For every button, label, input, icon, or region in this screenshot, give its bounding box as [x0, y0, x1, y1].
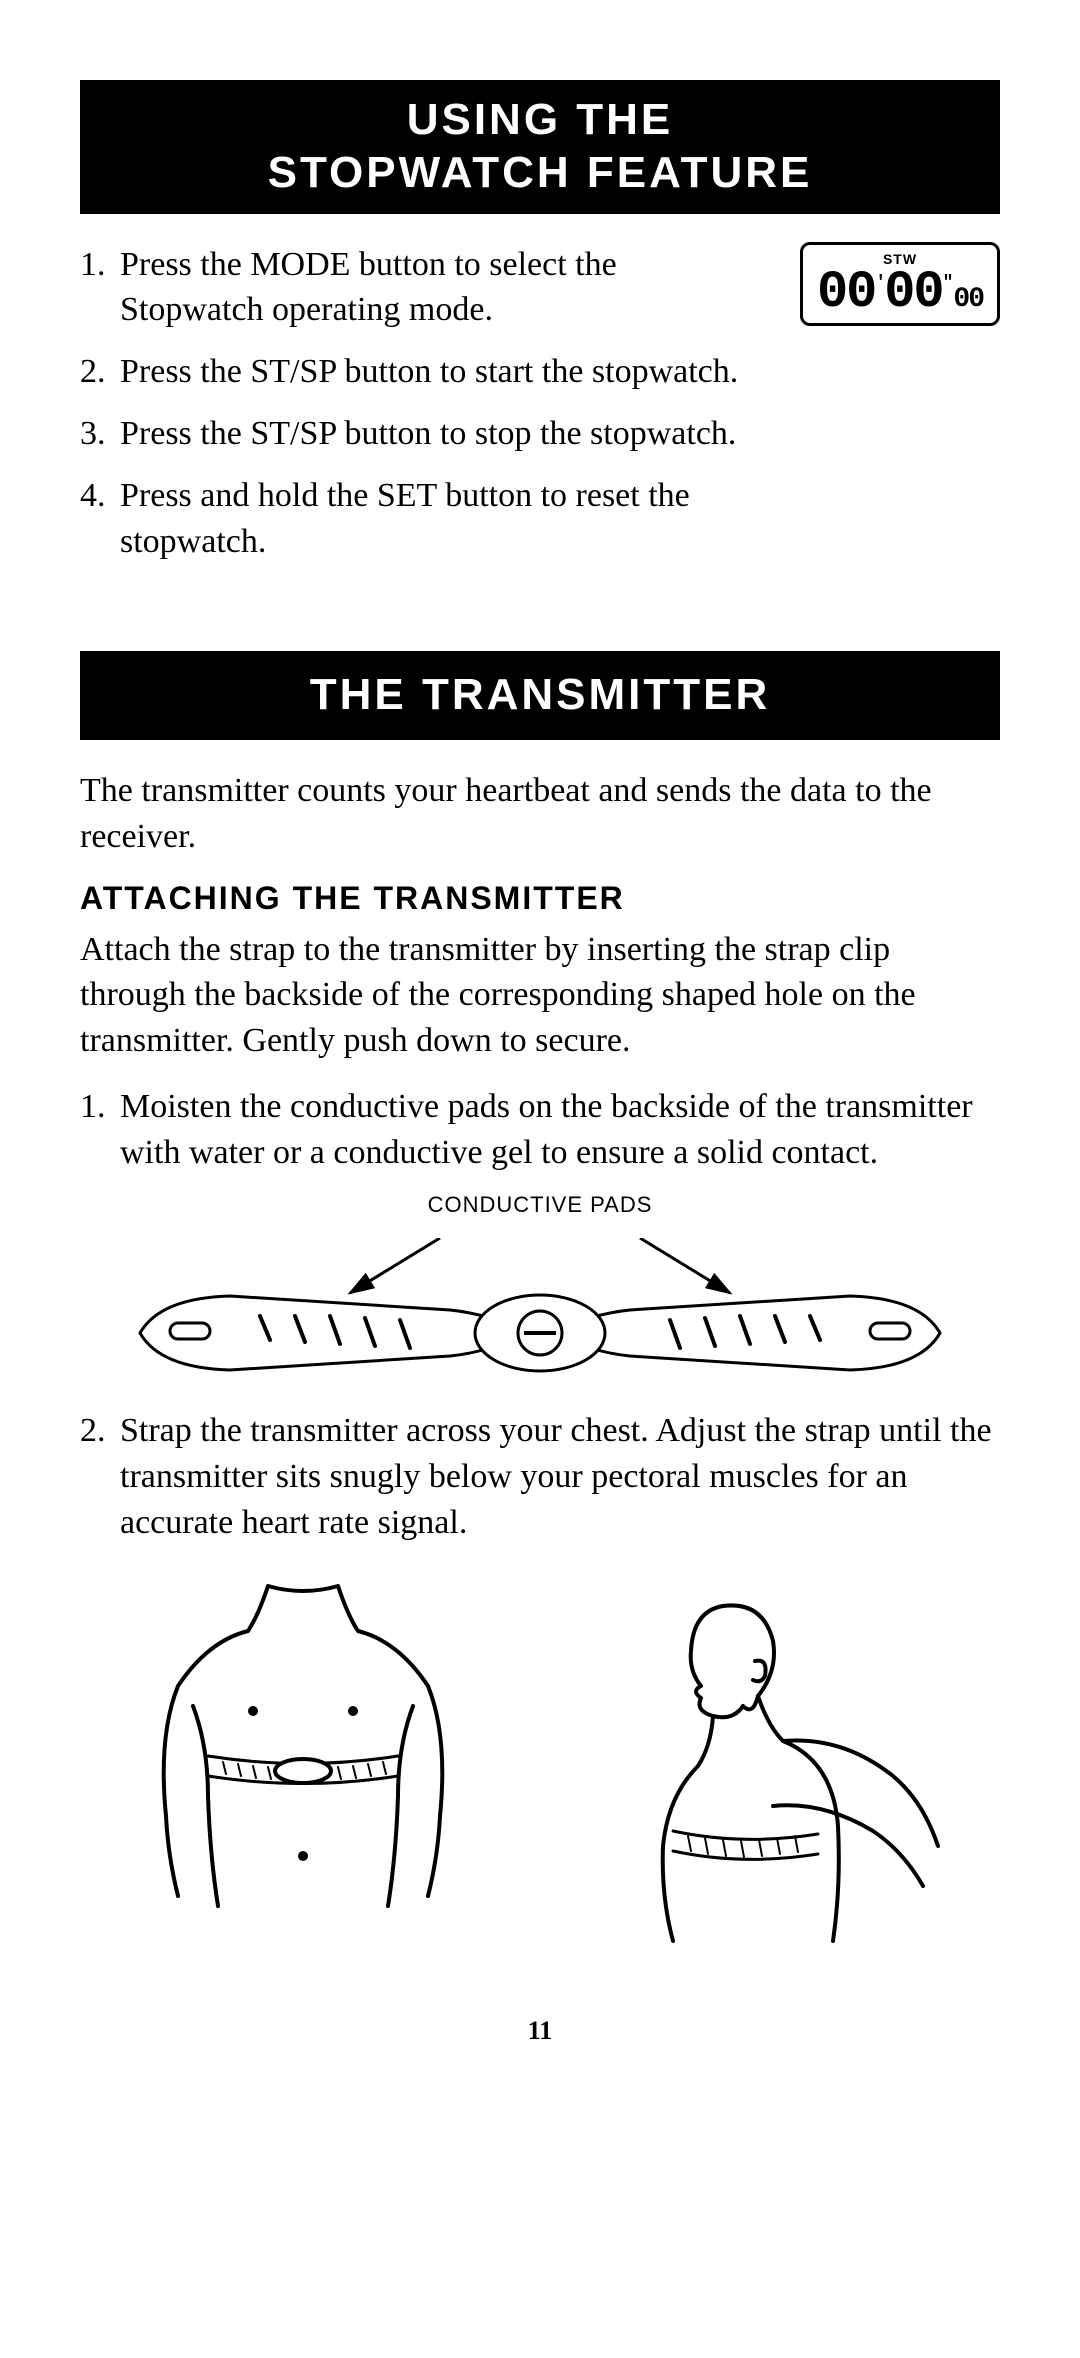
list-item: Press the ST/SP button to start the stop…: [80, 349, 1000, 395]
lcd-display-figure: STW 00'00" 00: [800, 242, 1000, 326]
attach-steps-list: Moisten the conductive pads on the backs…: [80, 1084, 1000, 1176]
manual-page: USING THE STOPWATCH FEATURE Press the MO…: [0, 0, 1080, 2086]
side-profile-figure: [583, 1576, 943, 1956]
stopwatch-step-row: Press the MODE button to select the Stop…: [80, 242, 1000, 350]
conductive-pads-label: CONDUCTIVE PADS: [80, 1192, 1000, 1218]
list-item: Press and hold the SET button to reset t…: [80, 473, 800, 565]
placement-figures: [80, 1576, 1000, 1956]
front-torso-figure: [138, 1576, 468, 1916]
stopwatch-steps-list: Press the MODE button to select the Stop…: [80, 242, 780, 350]
lcd-digits: 00'00" 00: [817, 267, 983, 319]
attach-heading: ATTACHING THE TRANSMITTER: [80, 880, 1000, 917]
banner-line: THE TRANSMITTER: [310, 670, 771, 719]
banner-line: USING THE: [407, 95, 674, 144]
lcd-sub: 00: [953, 286, 983, 314]
section-banner-transmitter: THE TRANSMITTER: [80, 651, 1000, 740]
list-item: Strap the transmitter across your chest.…: [80, 1408, 1000, 1546]
transmitter-intro: The transmitter counts your heartbeat an…: [80, 768, 1000, 860]
page-number: 11: [80, 2016, 1000, 2046]
list-item: Moisten the conductive pads on the backs…: [80, 1084, 1000, 1176]
lcd-main: 00'00": [817, 267, 951, 319]
list-item: Press the ST/SP button to stop the stopw…: [80, 411, 1000, 457]
transmitter-strap-figure: [110, 1238, 970, 1378]
attach-intro: Attach the strap to the transmitter by i…: [80, 927, 1000, 1065]
stopwatch-steps-list-cont: Press the ST/SP button to start the stop…: [80, 349, 1000, 565]
list-item: Press the MODE button to select the Stop…: [80, 242, 640, 334]
strap-figure-block: CONDUCTIVE PADS: [80, 1192, 1000, 1378]
banner-line: STOPWATCH FEATURE: [268, 148, 813, 197]
section-banner-stopwatch: USING THE STOPWATCH FEATURE: [80, 80, 1000, 214]
attach-steps-list-cont: Strap the transmitter across your chest.…: [80, 1408, 1000, 1546]
